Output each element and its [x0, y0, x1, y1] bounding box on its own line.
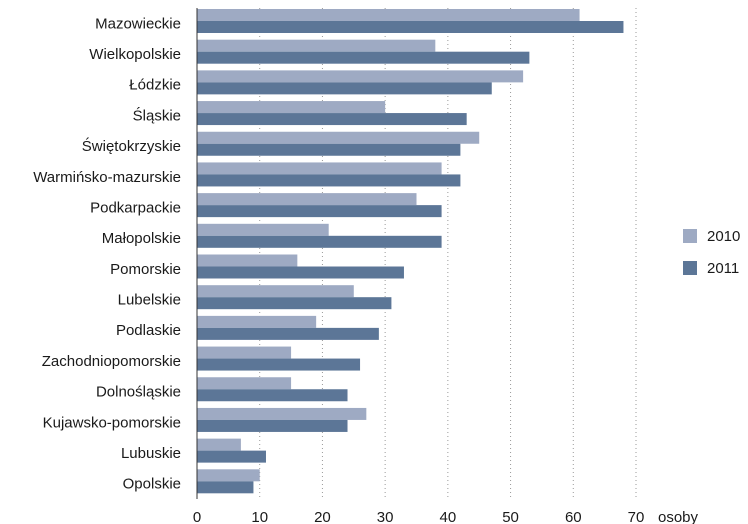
bar-2010 — [197, 70, 524, 83]
category-label: Zachodniopomorskie — [42, 353, 181, 370]
bar-2011 — [197, 389, 348, 402]
x-tick-label: 20 — [314, 509, 331, 524]
bar-2010 — [197, 285, 354, 298]
bar-2010 — [197, 315, 317, 328]
bars — [197, 9, 624, 494]
legend-swatch-2010 — [683, 229, 697, 243]
category-label: Podkarpackie — [90, 199, 181, 216]
x-tick-labels: 0 10 20 30 40 50 60 70 — [193, 509, 645, 524]
x-tick-label: 10 — [251, 509, 268, 524]
legend: 2010 2011 — [683, 228, 740, 277]
x-tick-label: 70 — [628, 509, 645, 524]
legend-label: 2011 — [707, 260, 739, 277]
x-tick-label: 40 — [440, 509, 457, 524]
category-label: Opolskie — [123, 476, 181, 493]
bar-2011 — [197, 82, 492, 95]
category-label: Warmińsko-mazurskie — [33, 169, 181, 186]
bar-2011 — [197, 327, 379, 340]
x-tick-label: 50 — [502, 509, 519, 524]
bar-2011 — [197, 113, 467, 126]
legend-swatch-2011 — [683, 261, 697, 275]
bar-2011 — [197, 235, 442, 248]
bar-2011 — [197, 450, 266, 463]
category-label: Dolnośląskie — [96, 384, 181, 401]
bar-2010 — [197, 346, 292, 359]
category-label: Wielkopolskie — [89, 46, 181, 63]
bar-2011 — [197, 51, 530, 64]
x-tick-label: 30 — [377, 509, 394, 524]
bar-2010 — [197, 39, 436, 52]
bar-2011 — [197, 143, 461, 156]
category-label: Podlaskie — [116, 322, 181, 339]
bar-2010 — [197, 193, 417, 206]
x-tick-label: 60 — [565, 509, 582, 524]
bar-2010 — [197, 101, 386, 114]
bar-2011 — [197, 419, 348, 432]
category-label: Lubelskie — [118, 292, 181, 309]
category-label: Łódzkie — [129, 77, 181, 94]
bar-2010 — [197, 9, 580, 21]
bar-2011 — [197, 174, 461, 187]
bar-2011 — [197, 481, 254, 494]
x-unit-label: osoby — [658, 509, 699, 524]
bar-2010 — [197, 131, 480, 144]
bar-2010 — [197, 438, 241, 451]
category-label: Pomorskie — [110, 261, 181, 278]
bar-2010 — [197, 407, 367, 420]
category-label: Świętokrzyskie — [82, 137, 181, 155]
bar-2010 — [197, 254, 298, 267]
category-label: Mazowieckie — [95, 15, 181, 32]
category-label: Śląskie — [133, 106, 181, 124]
bar-2010 — [197, 223, 329, 236]
category-label: Kujawsko-pomorskie — [43, 414, 181, 431]
x-tick-label: 0 — [193, 509, 201, 524]
bar-2010 — [197, 377, 292, 390]
category-label: Lubuskie — [121, 445, 181, 462]
category-label: Małopolskie — [102, 230, 181, 247]
category-labels: Mazowieckie Wielkopolskie Łódzkie Śląskie Św… — [33, 15, 181, 492]
bar-2011 — [197, 297, 392, 310]
bar-2011 — [197, 358, 361, 371]
bar-2010 — [197, 162, 442, 175]
bar-2011 — [197, 266, 404, 279]
legend-label: 2010 — [707, 228, 740, 245]
bar-2011 — [197, 21, 624, 33]
bar-2011 — [197, 205, 442, 218]
bar-2010 — [197, 469, 260, 482]
